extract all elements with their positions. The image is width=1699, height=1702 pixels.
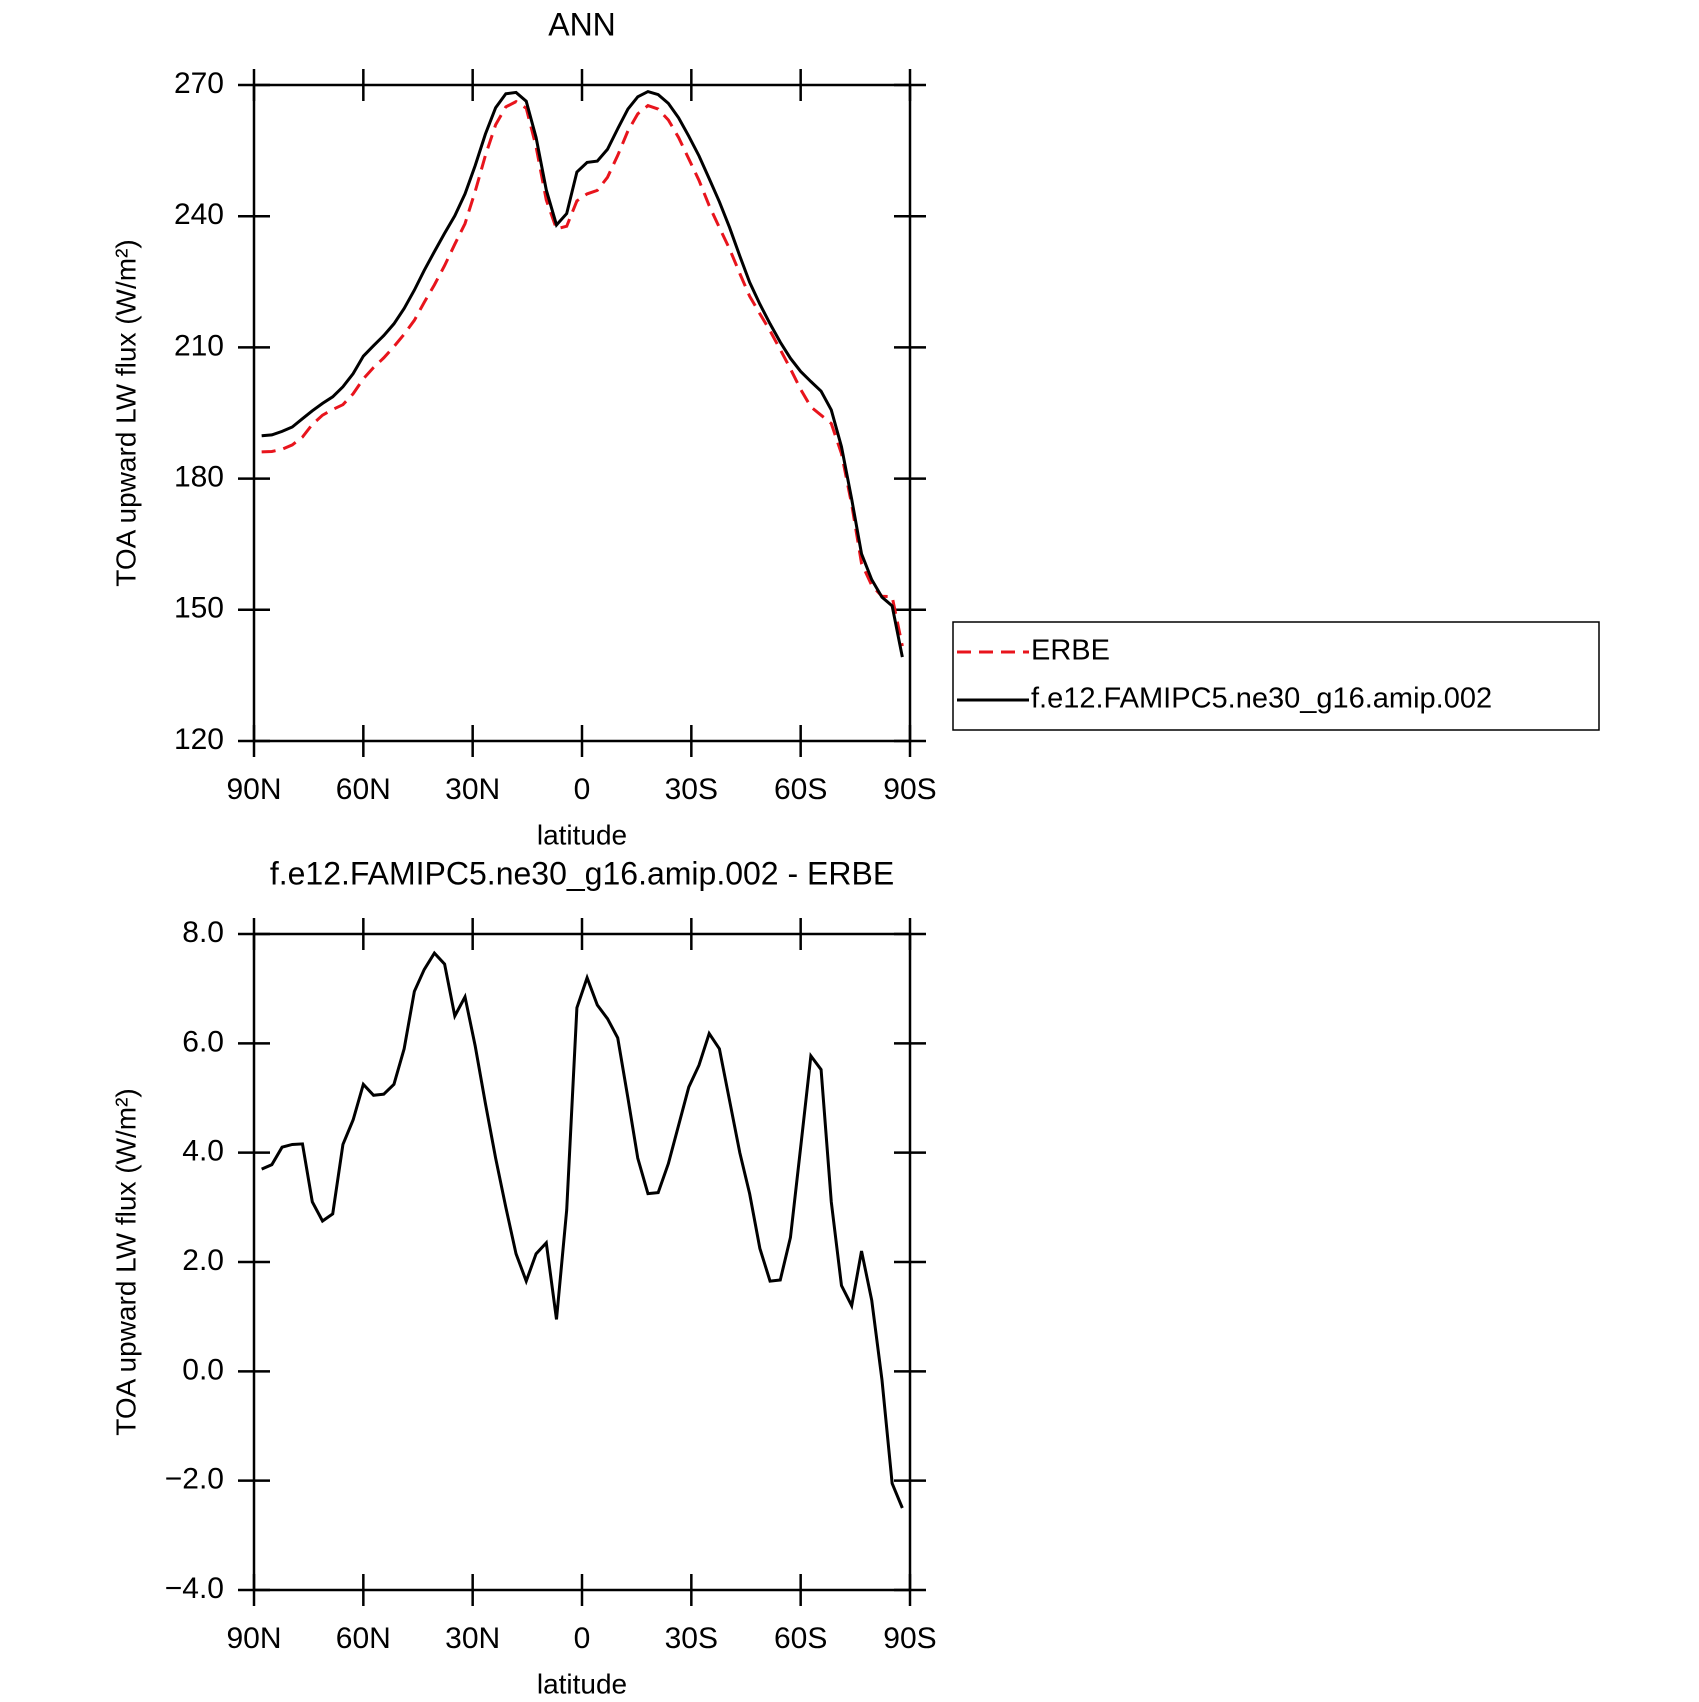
- x-tick-label: 60N: [336, 773, 391, 806]
- x-tick-label: 30S: [665, 1622, 718, 1655]
- y-axis-label: TOA upward LW flux (W/m²): [110, 1088, 141, 1435]
- data-line: [261, 99, 904, 647]
- x-axis-label: latitude: [537, 819, 627, 850]
- y-tick-label: 4.0: [182, 1135, 224, 1168]
- y-tick-label: 0.0: [182, 1353, 224, 1386]
- legend-label: ERBE: [1031, 635, 1110, 667]
- legend-label: f.e12.FAMIPC5.ne30_g16.amip.002: [1031, 683, 1492, 715]
- x-tick-label: 90N: [226, 1622, 281, 1655]
- y-tick-label: 150: [174, 592, 224, 625]
- y-tick-label: 120: [174, 723, 224, 756]
- x-axis-label: latitude: [537, 1668, 627, 1699]
- x-tick-label: 60N: [336, 1622, 391, 1655]
- y-tick-label: 6.0: [182, 1025, 224, 1058]
- chart-title: f.e12.FAMIPC5.ne30_g16.amip.002 - ERBE: [270, 855, 894, 891]
- x-tick-label: 30S: [665, 773, 718, 806]
- y-tick-label: −4.0: [165, 1572, 224, 1605]
- y-tick-label: 270: [174, 67, 224, 100]
- x-tick-label: 0: [574, 1622, 591, 1655]
- plot-frame: [252, 932, 912, 1592]
- plot-frame: [252, 83, 912, 743]
- y-tick-label: 8.0: [182, 916, 224, 949]
- y-tick-label: 210: [174, 329, 224, 362]
- x-tick-label: 30N: [445, 1622, 500, 1655]
- x-tick-label: 90S: [883, 773, 936, 806]
- chart-title: ANN: [548, 6, 616, 42]
- x-tick-label: 60S: [774, 1622, 827, 1655]
- x-tick-label: 30N: [445, 773, 500, 806]
- y-tick-label: −2.0: [165, 1463, 224, 1496]
- x-tick-label: 90S: [883, 1622, 936, 1655]
- data-line: [261, 89, 904, 658]
- y-tick-label: 180: [174, 461, 224, 494]
- x-tick-label: 60S: [774, 773, 827, 806]
- y-axis-label: TOA upward LW flux (W/m²): [110, 239, 141, 586]
- y-tick-label: 240: [174, 198, 224, 231]
- x-tick-label: 90N: [226, 773, 281, 806]
- data-line: [261, 950, 904, 1509]
- legend-box: [952, 621, 1600, 731]
- y-tick-label: 2.0: [182, 1244, 224, 1277]
- x-tick-label: 0: [574, 773, 591, 806]
